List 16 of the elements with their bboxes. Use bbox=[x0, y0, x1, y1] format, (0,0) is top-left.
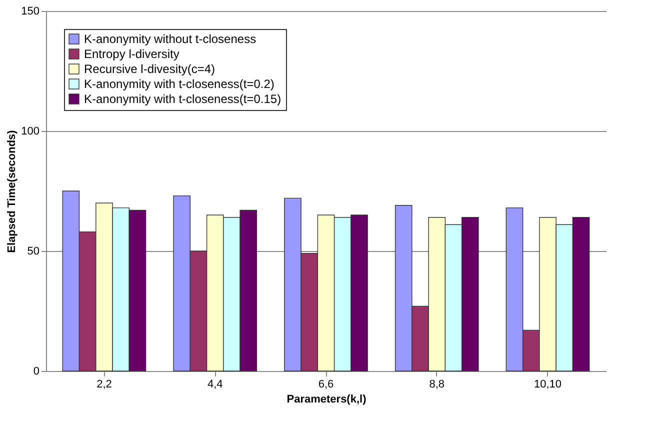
y-tick-label: 100 bbox=[21, 126, 40, 138]
legend-label: K-anonymity with t-closeness(t=0.2) bbox=[84, 77, 274, 91]
y-tick-label: 0 bbox=[33, 366, 40, 378]
x-tick-label: 4,4 bbox=[207, 378, 223, 390]
legend-label: Recursive l-divesity(c=4) bbox=[84, 62, 216, 76]
x-tick-label: 8,8 bbox=[429, 378, 445, 390]
x-tick-label: 10,10 bbox=[534, 378, 562, 390]
y-axis-title: Elapsed Time(seconds) bbox=[6, 130, 18, 253]
x-axis-title: Parameters(k,l) bbox=[286, 394, 367, 406]
x-tick-label: 2,2 bbox=[96, 378, 112, 390]
legend-label: Entropy l-diversity bbox=[84, 47, 180, 61]
legend-label: K-anonymity without t-closeness bbox=[84, 32, 256, 46]
y-tick-label: 150 bbox=[21, 6, 40, 18]
x-tick-label: 6,6 bbox=[318, 378, 334, 390]
legend-label: K-anonymity with t-closeness(t=0.15) bbox=[84, 92, 282, 106]
y-tick-label: 50 bbox=[27, 246, 40, 258]
